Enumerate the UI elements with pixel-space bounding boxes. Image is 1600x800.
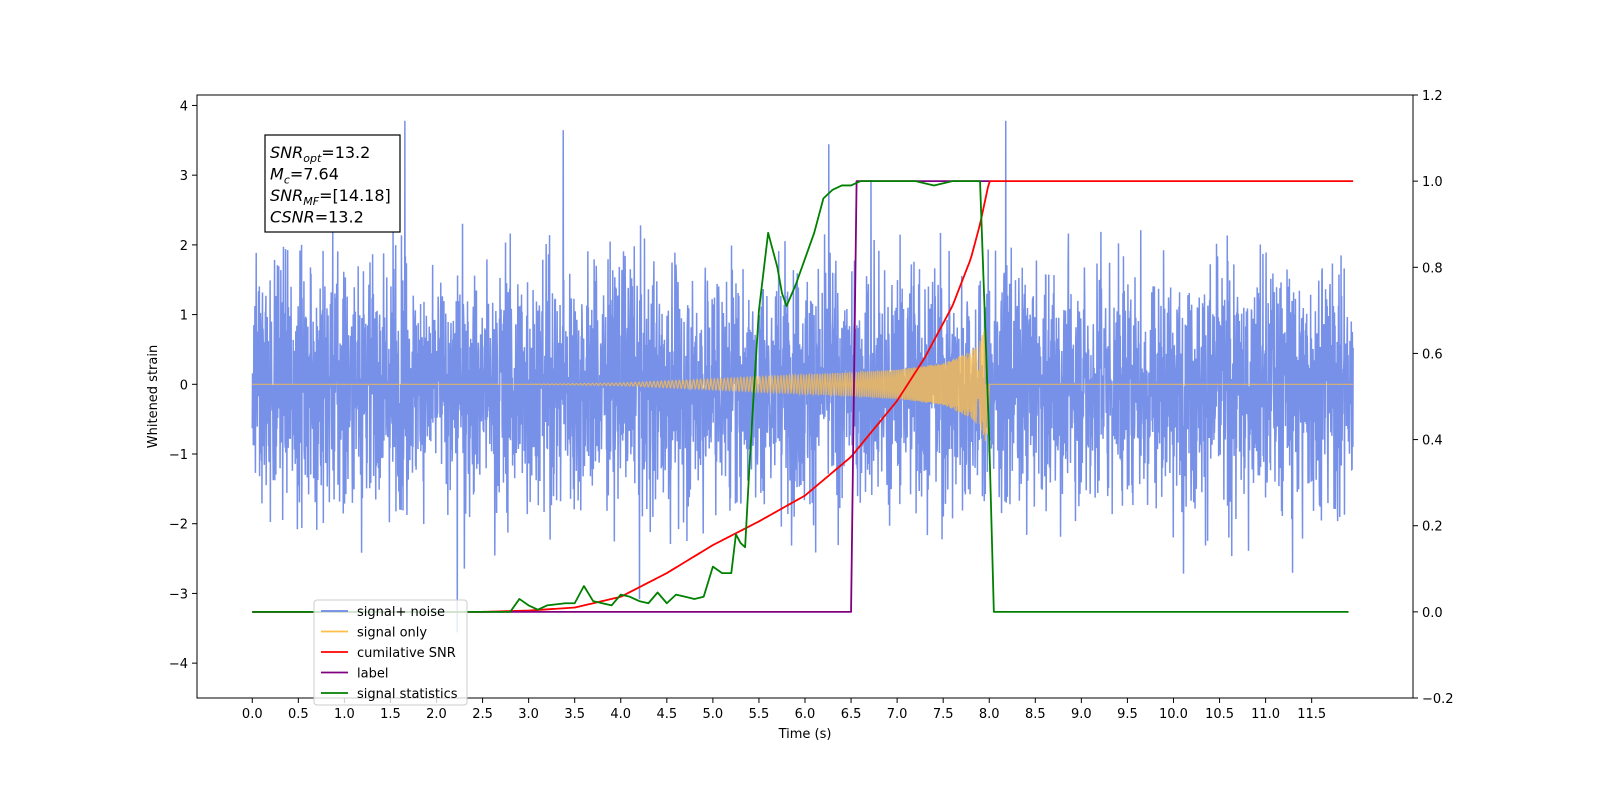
y2-tick-label: 1.0 [1422, 175, 1443, 190]
y2-tick-label: 0.4 [1422, 434, 1443, 449]
x-tick-label: 1.0 [334, 707, 355, 722]
y-tick-label: 4 [180, 99, 188, 114]
x-tick-label: 10.5 [1205, 707, 1234, 722]
x-tick-label: 1.5 [380, 707, 401, 722]
annotation-frame [264, 134, 401, 233]
x-tick-label: 0.5 [288, 707, 309, 722]
y-tick-label: 3 [180, 169, 188, 184]
x-tick-label: 3.0 [518, 707, 539, 722]
annotation-symbol: SNR [270, 143, 303, 162]
legend-label: signal+ noise [357, 605, 445, 620]
signal-statistics-line [252, 180, 1349, 613]
x-tick-label: 8.5 [1025, 707, 1046, 722]
x-tick-label: 4.5 [656, 707, 677, 722]
annotation-line: SNRopt=13.2 [270, 143, 370, 165]
annotation-subscript: MF [303, 195, 319, 208]
annotation-line: Mc=7.64 [270, 165, 339, 187]
y-tick-label: −2 [169, 518, 188, 533]
x-tick-label: 7.0 [887, 707, 908, 722]
x-tick-label: 6.0 [795, 707, 816, 722]
legend-label: label [357, 667, 388, 682]
y-tick-label: 1 [180, 309, 188, 324]
y-tick-label: −4 [169, 657, 188, 672]
signal-only-layer [252, 328, 1354, 441]
x-tick-label: 5.5 [749, 707, 770, 722]
x-axis-label: Time (s) [778, 727, 832, 742]
y2-tick-label: 0.0 [1422, 606, 1443, 621]
y-tick-label: 2 [180, 239, 188, 254]
x-tick-label: 5.0 [703, 707, 724, 722]
signal-only-line [252, 328, 1354, 441]
x-tick-label: 4.0 [610, 707, 631, 722]
axes: 0.0 0.5 1.0 1.5 2.0 2.5 3.0 3.5 4.0 4.5 5.0 5.5 6.0 6… [146, 89, 1454, 742]
signal-noise-layer [251, 120, 1354, 633]
y-tick-label: −1 [169, 448, 188, 463]
annotation-subscript: c [284, 174, 290, 187]
x-tick-label: 2.5 [472, 707, 493, 722]
x-tick-label: 6.5 [841, 707, 862, 722]
y2-tick-label: 1.2 [1422, 89, 1443, 104]
annotation-value: =[14.18] [319, 186, 391, 205]
annotation-symbol: CSNR [270, 208, 315, 227]
signal-statistics-layer [252, 180, 1349, 613]
y2-tick-label: 0.8 [1422, 261, 1443, 276]
annotation-value: =7.64 [290, 165, 339, 184]
y2-tick-label: −0.2 [1422, 692, 1454, 707]
legend-label: signal statistics [357, 687, 458, 702]
x-tick-label: 11.5 [1297, 707, 1326, 722]
x-tick-label: 2.0 [426, 707, 447, 722]
annotation-symbol: M [270, 165, 284, 184]
legend-label: signal only [357, 626, 427, 641]
x-tick-label: 8.0 [979, 707, 1000, 722]
y2-tick-label: 0.6 [1422, 347, 1443, 362]
legend-label: cumilative SNR [357, 646, 456, 661]
annotation-subscript: opt [303, 152, 322, 165]
y-tick-label: −3 [169, 587, 188, 602]
annotation-line: SNRMF=[14.18] [270, 186, 391, 208]
annotation-value: =13.2 [315, 208, 364, 227]
legend-frame [313, 599, 468, 706]
signal-noise-line [251, 120, 1354, 633]
x-tick-label: 3.5 [564, 707, 585, 722]
x-tick-label: 10.0 [1159, 707, 1188, 722]
x-tick-label: 0.0 [242, 707, 263, 722]
annotation-line: CSNR=13.2 [270, 208, 364, 227]
x-tick-label: 9.5 [1117, 707, 1138, 722]
legend: signal+ noise signal only cumilative SNR la… [313, 599, 468, 706]
annotation-symbol: SNR [270, 186, 303, 205]
x-tick-label: 9.0 [1071, 707, 1092, 722]
x-tick-label: 7.5 [933, 707, 954, 722]
y2-tick-label: 0.2 [1422, 520, 1443, 535]
annotation-value: =13.2 [321, 143, 370, 162]
y-tick-label: 0 [180, 378, 188, 393]
x-tick-label: 11.0 [1251, 707, 1280, 722]
y-axis-label: Whitened strain [146, 345, 161, 448]
